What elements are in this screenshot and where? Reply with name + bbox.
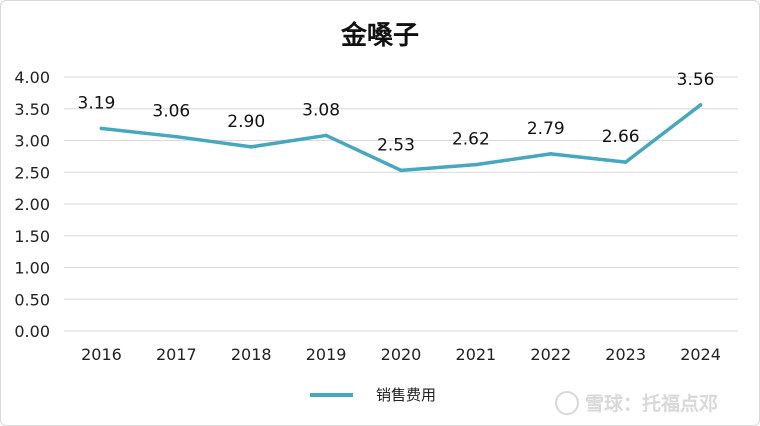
legend-label: 销售费用 <box>376 386 436 404</box>
data-point <box>249 145 254 149</box>
data-label: 3.56 <box>677 70 715 90</box>
data-point <box>623 160 628 164</box>
y-tick-label: 0.50 <box>14 290 50 309</box>
chart-title: 金嗓子 <box>340 20 419 51</box>
watermark-logo-icon <box>555 391 579 415</box>
x-tick-label: 2022 <box>530 345 571 364</box>
y-tick-label: 4.00 <box>14 68 50 87</box>
data-point <box>324 133 328 138</box>
y-axis-ticks: 0.00 0.50 1.00 1.50 2.00 2.50 3.00 3.50 4.00 <box>14 68 50 341</box>
data-point <box>698 103 703 107</box>
data-labels: 3.19 3.06 2.90 3.08 2.53 2.62 2.79 2.66 3.56 <box>78 70 715 155</box>
data-point <box>399 168 403 173</box>
data-point <box>99 126 104 131</box>
data-label: 2.53 <box>377 135 415 155</box>
data-label: 3.06 <box>152 102 190 122</box>
y-tick-label: 0.00 <box>14 322 50 341</box>
data-point <box>174 134 179 139</box>
legend: 销售费用 <box>310 386 436 404</box>
watermark: 雪球：托福点邓 <box>555 391 718 415</box>
data-label: 2.66 <box>602 127 640 147</box>
x-tick-label: 2021 <box>456 345 497 364</box>
data-label: 3.19 <box>78 93 116 113</box>
data-label: 2.79 <box>527 119 565 139</box>
data-label: 2.90 <box>227 112 265 132</box>
y-tick-label: 2.00 <box>14 195 50 214</box>
data-point <box>548 152 553 156</box>
y-tick-label: 3.00 <box>14 132 50 151</box>
data-point <box>474 162 478 167</box>
x-tick-label: 2019 <box>306 345 347 364</box>
data-label: 2.62 <box>452 130 490 150</box>
x-tick-label: 2017 <box>156 345 197 364</box>
data-label: 3.08 <box>302 100 340 120</box>
x-tick-label: 2023 <box>605 345 646 364</box>
x-tick-label: 2024 <box>680 345 721 364</box>
y-tick-label: 3.50 <box>14 100 50 119</box>
x-tick-label: 2018 <box>231 345 272 364</box>
y-tick-label: 2.50 <box>14 163 50 182</box>
x-tick-label: 2020 <box>381 345 422 364</box>
grid-layer <box>64 76 738 332</box>
y-tick-label: 1.50 <box>14 227 50 246</box>
series-layer <box>99 103 703 173</box>
x-axis-ticks: 2016 2017 2018 2019 2020 2021 2022 2023 2024 <box>81 345 721 364</box>
y-tick-label: 1.00 <box>14 259 50 278</box>
watermark-text: 雪球：托福点邓 <box>585 392 718 415</box>
x-tick-label: 2016 <box>81 345 122 364</box>
